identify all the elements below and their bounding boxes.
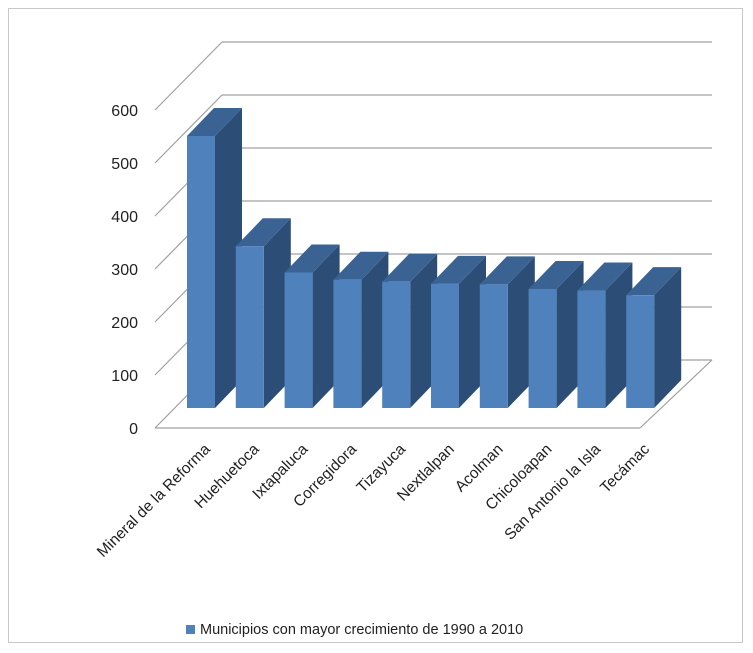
x-axis-labels: Mineral de la ReformaHuehuetocaIxtapaluc… (94, 441, 653, 561)
bar-side (215, 108, 242, 408)
bar (284, 244, 340, 408)
bar-top (284, 244, 340, 273)
floor-right-edge (639, 359, 713, 429)
bar-front (528, 289, 557, 408)
bar (235, 218, 291, 408)
bar-front (431, 283, 459, 408)
bar-front (235, 246, 264, 408)
bar (382, 253, 438, 408)
bar-side (312, 244, 340, 408)
y-axis-ticks: 0 100 200 300 400 500 600 (111, 103, 138, 438)
gridline-diag (154, 94, 223, 164)
bar (528, 261, 584, 408)
y-tick-label: 600 (111, 103, 138, 120)
bar-top (479, 256, 535, 285)
legend-swatch (186, 625, 195, 634)
bar-side (263, 218, 291, 408)
bar (431, 255, 486, 408)
y-tick-label: 0 (129, 421, 138, 438)
bar-top (333, 251, 389, 280)
bar-side (459, 255, 486, 408)
bar-front (479, 284, 508, 408)
bar-front (187, 136, 215, 408)
bar-side (654, 267, 682, 408)
bar-top (577, 262, 633, 291)
bar-front (284, 272, 313, 408)
bar-side (361, 251, 389, 408)
bar-top (235, 218, 291, 247)
y-tick-label: 500 (111, 156, 138, 173)
bar-top (431, 255, 486, 284)
bar-front (382, 281, 411, 408)
bar-layer (187, 108, 682, 408)
bar-side (507, 256, 535, 408)
bar-top (626, 267, 682, 296)
bar-side (556, 261, 584, 408)
y-tick-label: 200 (111, 315, 138, 332)
y-tick-label: 100 (111, 368, 138, 385)
legend: Municipios con mayor crecimiento de 1990… (186, 622, 523, 638)
bar (333, 251, 389, 408)
bar (577, 262, 633, 408)
bar-top (187, 108, 242, 136)
bar-front (626, 295, 655, 408)
y-tick-label: 400 (111, 209, 138, 226)
x-tick-label: Tecámac (597, 441, 653, 497)
x-tick-label: San Antonio la Isla (501, 441, 604, 544)
bar-side (410, 253, 438, 408)
legend-label: Municipios con mayor crecimiento de 1990… (200, 622, 523, 638)
y-tick-label: 300 (111, 262, 138, 279)
gridline-diag (154, 41, 223, 111)
bar (479, 256, 535, 408)
bar-top (528, 261, 584, 289)
bar-top (382, 253, 438, 282)
bar (187, 108, 242, 408)
bar-side (605, 262, 633, 408)
bar-front (333, 279, 362, 408)
bar (626, 267, 682, 408)
bar-front (577, 290, 606, 408)
